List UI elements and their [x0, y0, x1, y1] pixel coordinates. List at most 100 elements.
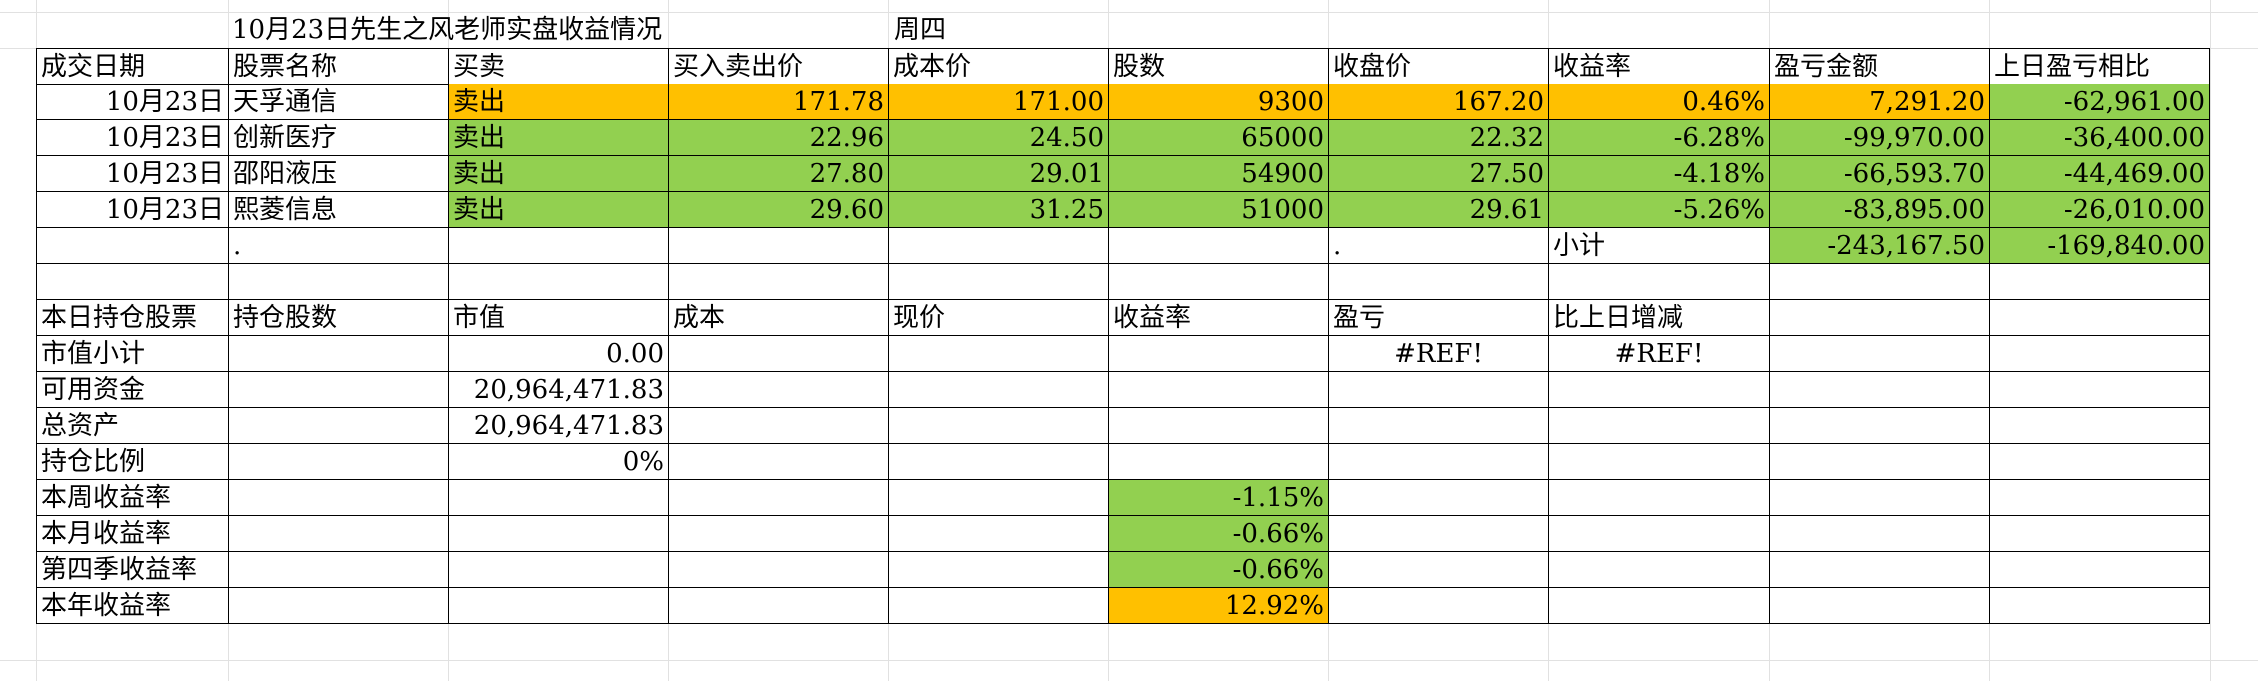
- cell[interactable]: [228, 336, 448, 372]
- trade-price[interactable]: 22.96: [668, 120, 888, 156]
- cell[interactable]: [1548, 588, 1769, 624]
- close-price[interactable]: 22.32: [1328, 120, 1548, 156]
- header-cell[interactable]: 成交日期: [36, 49, 228, 85]
- cell[interactable]: [668, 552, 888, 588]
- cell[interactable]: [448, 228, 668, 264]
- trade-side[interactable]: 卖出: [448, 120, 668, 156]
- cell[interactable]: [1548, 552, 1769, 588]
- row-label[interactable]: 本月收益率: [36, 516, 228, 552]
- row-label[interactable]: 持仓比例: [36, 444, 228, 480]
- cell[interactable]: [1769, 336, 1989, 372]
- dot-marker[interactable]: .: [1328, 228, 1548, 264]
- cell[interactable]: [1328, 588, 1548, 624]
- prev-day-compare[interactable]: -26,010.00: [1989, 192, 2210, 228]
- cell[interactable]: [448, 588, 668, 624]
- row-label[interactable]: 第四季收益率: [36, 552, 228, 588]
- trade-side[interactable]: 卖出: [448, 156, 668, 192]
- cost-price[interactable]: 31.25: [888, 192, 1108, 228]
- cell[interactable]: [888, 264, 1108, 300]
- header-cell[interactable]: 盈亏: [1328, 300, 1548, 336]
- dot-marker[interactable]: .: [228, 228, 448, 264]
- cell[interactable]: [888, 372, 1108, 408]
- header-cell[interactable]: 现价: [888, 300, 1108, 336]
- header-cell[interactable]: 市值: [448, 300, 668, 336]
- pnl-amount[interactable]: -99,970.00: [1769, 120, 1989, 156]
- pnl-ref-error[interactable]: #REF!: [1328, 336, 1548, 372]
- header-cell[interactable]: 股数: [1108, 49, 1328, 85]
- header-cell[interactable]: 持仓股数: [228, 300, 448, 336]
- shares[interactable]: 54900: [1108, 156, 1328, 192]
- pnl-amount[interactable]: -83,895.00: [1769, 192, 1989, 228]
- cell[interactable]: [1328, 264, 1548, 300]
- cell[interactable]: [1769, 516, 1989, 552]
- cell[interactable]: [888, 516, 1108, 552]
- trade-date[interactable]: 10月23日: [36, 84, 228, 120]
- header-cell[interactable]: 成本: [668, 300, 888, 336]
- cell[interactable]: [1548, 516, 1769, 552]
- cell[interactable]: [228, 516, 448, 552]
- cell[interactable]: [1328, 444, 1548, 480]
- cell[interactable]: [668, 588, 888, 624]
- cell[interactable]: [888, 408, 1108, 444]
- subtotal-prev[interactable]: -169,840.00: [1989, 228, 2210, 264]
- cell[interactable]: [668, 516, 888, 552]
- change-ref-error[interactable]: #REF!: [1548, 336, 1769, 372]
- cell[interactable]: [1108, 372, 1328, 408]
- cell[interactable]: [888, 228, 1108, 264]
- cell[interactable]: [1769, 300, 1989, 336]
- cell[interactable]: [1989, 588, 2210, 624]
- cell[interactable]: [1769, 588, 1989, 624]
- cell[interactable]: [1328, 480, 1548, 516]
- cell[interactable]: [888, 480, 1108, 516]
- stock-name[interactable]: 天孚通信: [228, 84, 448, 120]
- prev-day-compare[interactable]: -62,961.00: [1989, 84, 2210, 120]
- row-label[interactable]: 本年收益率: [36, 588, 228, 624]
- cell[interactable]: [1328, 372, 1548, 408]
- trade-date[interactable]: 10月23日: [36, 156, 228, 192]
- shares[interactable]: 9300: [1108, 84, 1328, 120]
- header-cell[interactable]: 收盘价: [1328, 49, 1548, 85]
- market-value[interactable]: 0.00: [448, 336, 668, 372]
- cell[interactable]: [1989, 300, 2210, 336]
- cell[interactable]: [228, 372, 448, 408]
- cell[interactable]: [1989, 480, 2210, 516]
- cell[interactable]: [448, 480, 668, 516]
- cell[interactable]: [1108, 228, 1328, 264]
- cell[interactable]: [668, 444, 888, 480]
- header-cell[interactable]: 买入卖出价: [668, 49, 888, 85]
- cell[interactable]: [448, 552, 668, 588]
- position-ratio[interactable]: 0%: [448, 444, 668, 480]
- weekly-return[interactable]: -1.15%: [1108, 480, 1328, 516]
- cell[interactable]: [1769, 372, 1989, 408]
- stock-name[interactable]: 熙菱信息: [228, 192, 448, 228]
- header-cell[interactable]: 成本价: [888, 49, 1108, 85]
- cell[interactable]: [1548, 444, 1769, 480]
- cell[interactable]: [888, 444, 1108, 480]
- header-cell[interactable]: 收益率: [1108, 300, 1328, 336]
- close-price[interactable]: 29.61: [1328, 192, 1548, 228]
- cell[interactable]: [1769, 552, 1989, 588]
- cell[interactable]: [1328, 552, 1548, 588]
- cell[interactable]: [668, 408, 888, 444]
- cell[interactable]: [668, 336, 888, 372]
- header-cell[interactable]: 盈亏金额: [1769, 49, 1989, 85]
- header-cell[interactable]: 比上日增减: [1548, 300, 1769, 336]
- cell[interactable]: [1548, 264, 1769, 300]
- return-rate[interactable]: -6.28%: [1548, 120, 1769, 156]
- cell[interactable]: [1769, 264, 1989, 300]
- subtotal-pnl[interactable]: -243,167.50: [1769, 228, 1989, 264]
- cell[interactable]: [228, 408, 448, 444]
- prev-day-compare[interactable]: -44,469.00: [1989, 156, 2210, 192]
- trade-date[interactable]: 10月23日: [36, 192, 228, 228]
- cell[interactable]: [668, 372, 888, 408]
- cell[interactable]: [36, 264, 228, 300]
- trade-price[interactable]: 29.60: [668, 192, 888, 228]
- shares[interactable]: 51000: [1108, 192, 1328, 228]
- cell[interactable]: [1108, 336, 1328, 372]
- cell[interactable]: [228, 552, 448, 588]
- cell[interactable]: [1989, 516, 2210, 552]
- row-label[interactable]: 总资产: [36, 408, 228, 444]
- cell[interactable]: [36, 228, 228, 264]
- header-cell[interactable]: 上日盈亏相比: [1989, 49, 2210, 85]
- cell[interactable]: [1989, 408, 2210, 444]
